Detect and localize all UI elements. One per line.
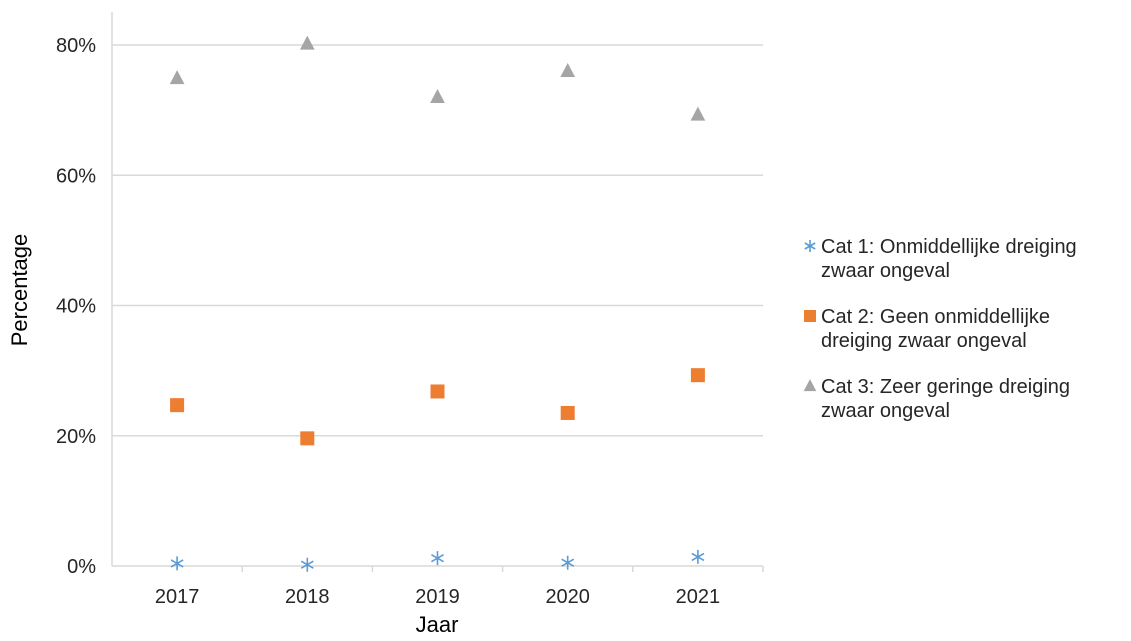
legend-label-line: dreiging zwaar ongeval (821, 330, 1027, 352)
legend-label: Cat 2: Geen onmiddellijke dreiging zwaar … (821, 306, 1050, 352)
legend-entry: Cat 1: Onmiddellijke dreiging zwaar ongev… (804, 236, 1077, 282)
y-tick-label: 20% (56, 426, 96, 448)
data-point-cat1-strokes (691, 549, 705, 564)
data-point-cat1-strokes (431, 551, 444, 566)
series-1 (170, 549, 705, 572)
series-2 (170, 368, 705, 446)
data-point-cat1 (170, 556, 184, 571)
legend-marker-asterisk-icon-strokes (804, 240, 816, 252)
data-point-cat1-strokes (300, 557, 314, 572)
legend-label-line: Cat 2: Geen onmiddellijke (821, 306, 1050, 328)
data-point-cat2 (560, 405, 575, 420)
x-tick-label: 2019 (415, 586, 460, 608)
data-point-cat2 (690, 368, 705, 383)
data-point-cat1 (300, 557, 314, 572)
legend-label-line: zwaar ongeval (821, 400, 950, 422)
data-point-cat3 (299, 35, 315, 50)
legend-entry: Cat 3: Zeer geringe dreiging zwaar ongeva… (803, 376, 1070, 422)
x-tick-labels: 2017 2018 2019 2020 2021 (155, 586, 720, 608)
data-point-cat3 (690, 106, 706, 121)
legend-label-line: zwaar ongeval (821, 260, 950, 282)
legend-marker-asterisk-icon (804, 240, 816, 252)
legend-label-line: Cat 1: Onmiddellijke dreiging (821, 236, 1077, 258)
y-tick-label: 0% (67, 556, 96, 578)
y-axis-title: Percentage (7, 234, 32, 347)
data-point-cat2 (300, 431, 315, 446)
gridlines (112, 44, 763, 437)
x-tick-label: 2020 (545, 586, 590, 608)
data-points (169, 35, 706, 572)
data-point-cat3 (560, 63, 576, 77)
x-axis-title: Jaar (416, 612, 459, 637)
data-point-cat1 (431, 551, 444, 566)
data-point-cat1-strokes (561, 555, 575, 570)
y-tick-label: 60% (56, 165, 96, 187)
legend-label-line: Cat 3: Zeer geringe dreiging (821, 376, 1070, 398)
data-point-cat2 (170, 398, 185, 413)
x-tick-label: 2017 (155, 586, 200, 608)
data-point-cat3 (430, 89, 445, 104)
data-point-cat2 (430, 384, 445, 399)
series-3 (169, 35, 706, 121)
legend-marker-triangle-icon (803, 379, 817, 392)
data-point-cat1 (691, 549, 705, 564)
legend-marker-square-icon (804, 310, 816, 322)
legend-label: Cat 1: Onmiddellijke dreiging zwaar ongev… (821, 236, 1077, 282)
y-tick-label: 40% (56, 296, 96, 318)
axes (111, 12, 764, 572)
legend-entry: Cat 2: Geen onmiddellijke dreiging zwaar … (804, 306, 1050, 352)
y-tick-label: 80% (56, 35, 96, 57)
y-tick-labels: 0% 20% 40% 60% 80% (56, 35, 96, 578)
x-tick-label: 2018 (285, 586, 330, 608)
legend: Cat 1: Onmiddellijke dreiging zwaar ongev… (803, 236, 1077, 422)
x-tick-label: 2021 (676, 586, 721, 608)
data-point-cat1 (561, 555, 575, 570)
data-point-cat3 (169, 70, 185, 85)
legend-label: Cat 3: Zeer geringe dreiging zwaar ongeva… (821, 376, 1070, 422)
data-point-cat1-strokes (170, 556, 184, 571)
